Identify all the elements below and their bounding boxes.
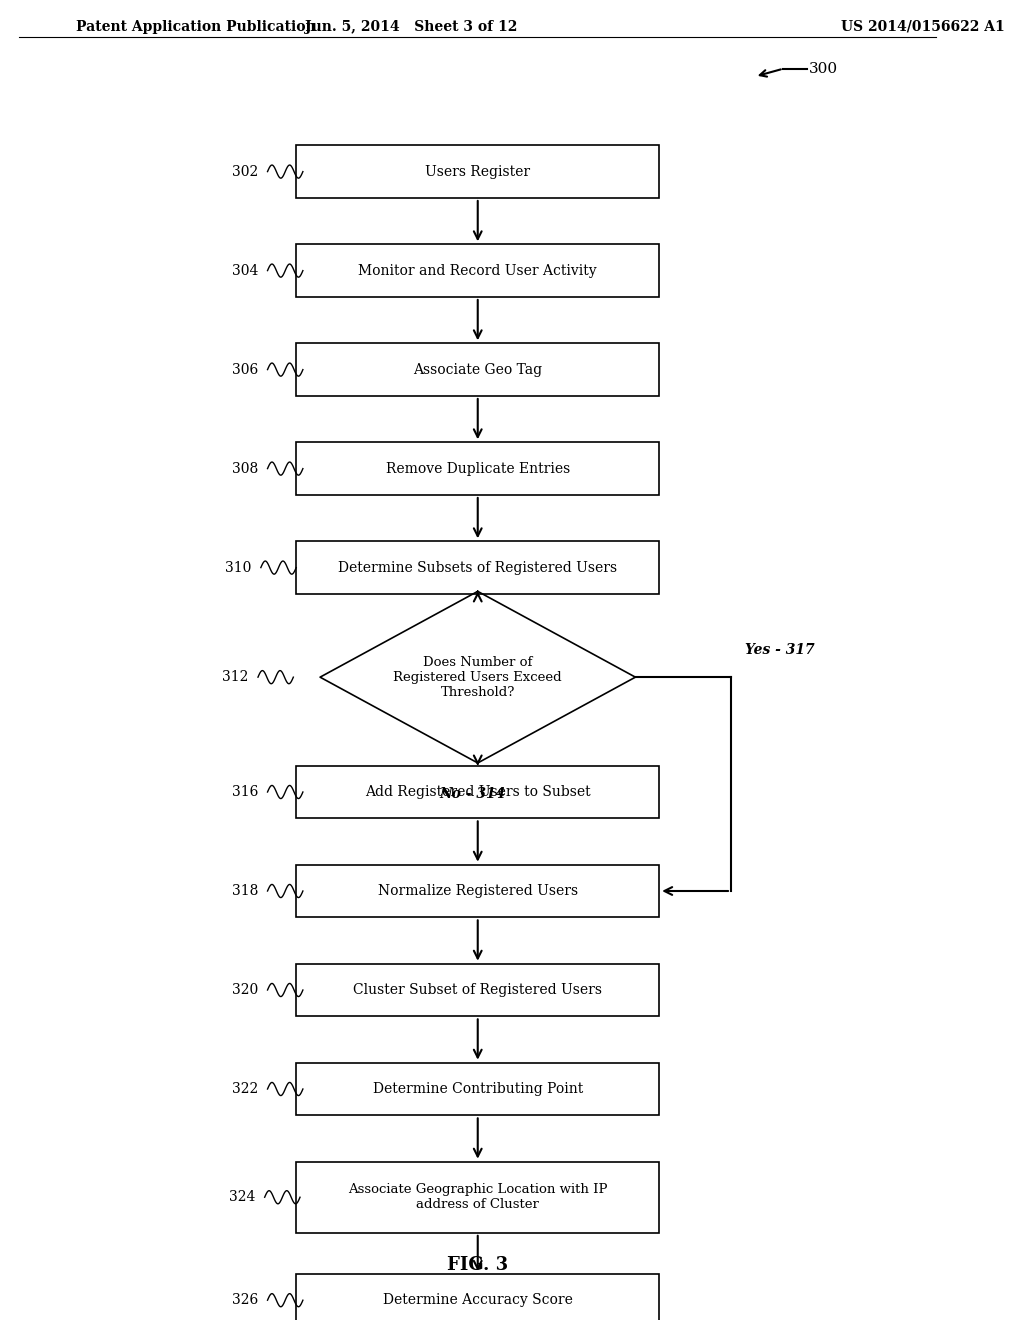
Text: US 2014/0156622 A1: US 2014/0156622 A1 — [841, 20, 1005, 34]
Text: 322: 322 — [231, 1082, 258, 1096]
Text: 326: 326 — [231, 1294, 258, 1307]
Text: Determine Contributing Point: Determine Contributing Point — [373, 1082, 583, 1096]
Text: No - 314: No - 314 — [439, 787, 506, 801]
Text: Users Register: Users Register — [425, 165, 530, 178]
Text: Does Number of
Registered Users Exceed
Threshold?: Does Number of Registered Users Exceed T… — [393, 656, 562, 698]
FancyBboxPatch shape — [296, 244, 659, 297]
FancyBboxPatch shape — [296, 1063, 659, 1115]
Text: 308: 308 — [231, 462, 258, 475]
Text: Yes - 317: Yes - 317 — [745, 643, 815, 657]
Text: Monitor and Record User Activity: Monitor and Record User Activity — [358, 264, 597, 277]
FancyBboxPatch shape — [296, 442, 659, 495]
Text: 312: 312 — [222, 671, 249, 684]
Text: 320: 320 — [231, 983, 258, 997]
Text: 324: 324 — [228, 1191, 255, 1204]
Text: 316: 316 — [231, 785, 258, 799]
Text: Patent Application Publication: Patent Application Publication — [77, 20, 316, 34]
Text: Remove Duplicate Entries: Remove Duplicate Entries — [386, 462, 570, 475]
FancyBboxPatch shape — [296, 1162, 659, 1233]
Text: 310: 310 — [225, 561, 251, 574]
FancyBboxPatch shape — [296, 865, 659, 917]
Text: 304: 304 — [231, 264, 258, 277]
FancyBboxPatch shape — [296, 541, 659, 594]
FancyBboxPatch shape — [296, 145, 659, 198]
Text: Cluster Subset of Registered Users: Cluster Subset of Registered Users — [353, 983, 602, 997]
Text: 300: 300 — [809, 62, 839, 75]
FancyBboxPatch shape — [296, 766, 659, 818]
Text: Determine Subsets of Registered Users: Determine Subsets of Registered Users — [338, 561, 617, 574]
Text: Normalize Registered Users: Normalize Registered Users — [378, 884, 578, 898]
Text: Determine Accuracy Score: Determine Accuracy Score — [383, 1294, 572, 1307]
Text: 306: 306 — [231, 363, 258, 376]
Text: Associate Geo Tag: Associate Geo Tag — [413, 363, 543, 376]
FancyBboxPatch shape — [296, 343, 659, 396]
Text: Associate Geographic Location with IP
address of Cluster: Associate Geographic Location with IP ad… — [348, 1183, 607, 1212]
FancyBboxPatch shape — [296, 964, 659, 1016]
Text: Jun. 5, 2014   Sheet 3 of 12: Jun. 5, 2014 Sheet 3 of 12 — [305, 20, 517, 34]
Text: FIG. 3: FIG. 3 — [447, 1255, 508, 1274]
Text: 302: 302 — [231, 165, 258, 178]
Text: Add Registered Users to Subset: Add Registered Users to Subset — [365, 785, 591, 799]
FancyBboxPatch shape — [296, 1274, 659, 1320]
Text: 318: 318 — [231, 884, 258, 898]
